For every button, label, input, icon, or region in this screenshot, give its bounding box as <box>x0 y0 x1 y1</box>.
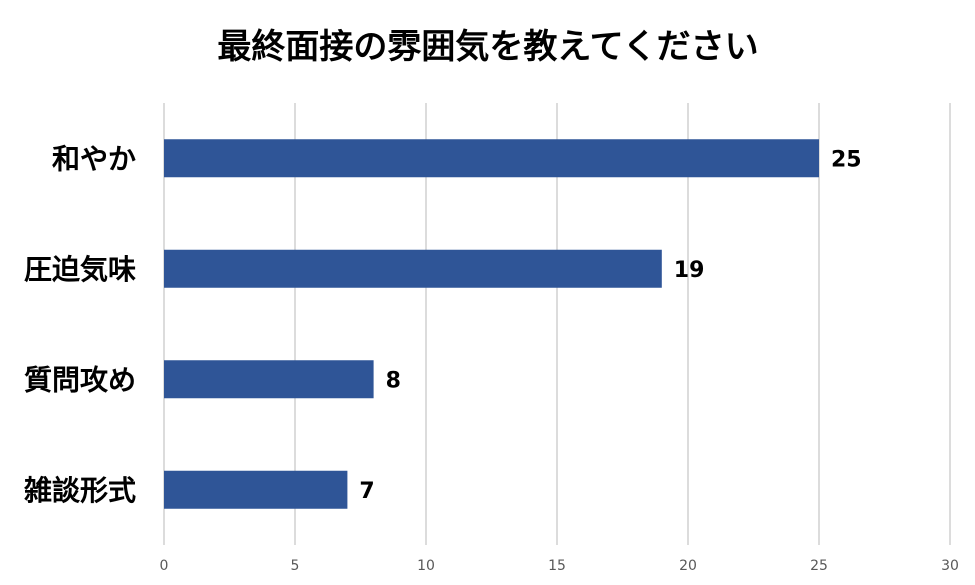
data-label: 8 <box>386 368 401 393</box>
category-label: 質問攻め <box>24 363 136 396</box>
category-label: 雑談形式 <box>23 474 136 507</box>
chart-title: 最終面接の雰囲気を教えてください <box>217 27 758 67</box>
data-label: 19 <box>674 258 705 283</box>
category-label: 圧迫気味 <box>24 253 136 286</box>
bar <box>164 249 662 288</box>
x-tick-label: 15 <box>548 558 566 574</box>
data-label: 7 <box>359 479 374 504</box>
x-tick-label: 10 <box>417 558 435 574</box>
bar <box>164 360 374 399</box>
x-tick-label: 30 <box>941 558 959 574</box>
data-label: 25 <box>831 147 862 172</box>
x-tick-label: 20 <box>679 558 697 574</box>
x-tick-label: 5 <box>291 558 300 574</box>
bars <box>164 139 819 509</box>
x-tick-label: 25 <box>810 558 828 574</box>
bar <box>164 470 348 509</box>
category-label: 和やか <box>52 142 136 175</box>
labels: 0 5 10 15 20 25 30 和やか 25 圧迫気味 19 質問攻め 8 雑談形式 7 <box>23 142 959 574</box>
bar <box>164 139 819 178</box>
x-tick-label: 0 <box>160 558 169 574</box>
